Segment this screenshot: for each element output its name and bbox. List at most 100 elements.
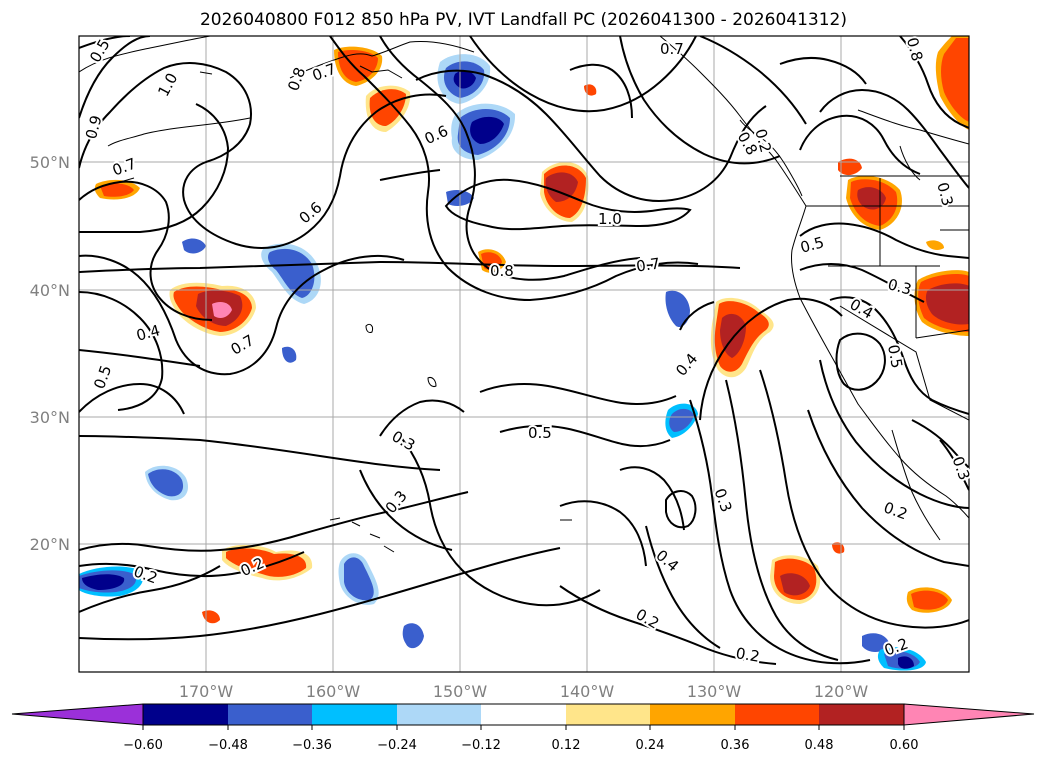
contour-line xyxy=(444,178,692,231)
colorbar-segment xyxy=(312,704,397,725)
contour-line xyxy=(479,383,677,405)
contour-line xyxy=(79,382,185,415)
contour-line xyxy=(79,551,305,578)
pv-patch xyxy=(82,574,125,590)
contour-line xyxy=(665,490,697,529)
pv-patch xyxy=(470,116,504,144)
contour-line xyxy=(379,169,441,181)
contour-line xyxy=(819,359,969,509)
colorbar-tick-label: 0.12 xyxy=(552,738,581,753)
lon-label-170w: 170°W xyxy=(179,682,234,701)
contour-line xyxy=(79,260,741,273)
pv-patch xyxy=(369,89,406,126)
contour-line xyxy=(799,222,969,259)
contour-line xyxy=(79,291,164,411)
contour-line xyxy=(819,88,969,189)
contour-line xyxy=(899,36,969,129)
pv-patch xyxy=(925,283,969,325)
contour-line xyxy=(499,424,671,448)
pv-patch xyxy=(338,50,378,82)
contour-label: 1.0 xyxy=(598,210,622,228)
map-content xyxy=(79,36,969,672)
contour-line xyxy=(689,399,871,665)
contour-line xyxy=(379,399,465,437)
contour-line xyxy=(835,332,886,391)
contour-line xyxy=(79,435,441,471)
contour-line xyxy=(79,349,201,367)
contour-line xyxy=(79,565,221,613)
colorbar-segment xyxy=(819,704,904,725)
contour-line xyxy=(699,297,843,421)
coastlines xyxy=(79,36,969,553)
contour-line xyxy=(779,56,867,85)
contour-label: 0.8 xyxy=(490,262,514,280)
colorbar-extend-left xyxy=(11,703,144,726)
pv-patch xyxy=(282,346,297,363)
map-frame xyxy=(78,35,970,673)
contour-line xyxy=(699,36,807,125)
colorbar-tick-label: 0.36 xyxy=(721,738,750,753)
contour-line xyxy=(379,36,641,281)
contour-line xyxy=(469,36,697,113)
colorbar-tick-label: 0.60 xyxy=(890,738,919,753)
contour-line xyxy=(829,296,969,415)
contour-label: 0.5 xyxy=(528,424,552,442)
pv-patch xyxy=(148,469,184,497)
pv-patch xyxy=(898,656,914,669)
contour-line xyxy=(759,369,969,629)
contour-line xyxy=(911,419,969,469)
colorbar-tick-label: −0.48 xyxy=(208,738,248,753)
colorbar: −0.60 −0.48 −0.36 −0.24 −0.12 0.12 0.24 … xyxy=(11,703,1035,753)
contour-line xyxy=(415,69,767,202)
pv-patch xyxy=(941,38,969,122)
contour-line xyxy=(79,62,447,249)
colorbar-tick-label: −0.60 xyxy=(123,738,163,753)
colorbar-tick-label: −0.12 xyxy=(461,738,501,753)
lon-label-150w: 150°W xyxy=(433,682,488,701)
lon-label-130w: 130°W xyxy=(687,682,742,701)
contour-line xyxy=(559,500,647,567)
contour-line xyxy=(619,36,781,165)
pv-patch xyxy=(545,172,578,202)
contour-line xyxy=(329,36,699,302)
pv-patch xyxy=(402,623,424,649)
pv-patch xyxy=(212,302,232,318)
colorbar-extend-right xyxy=(903,703,1035,726)
pv-patch xyxy=(780,573,810,596)
lon-label-120w: 120°W xyxy=(814,682,869,701)
contour-line xyxy=(725,379,839,661)
lon-label-160w: 160°W xyxy=(306,682,361,701)
pv-patch xyxy=(838,158,862,176)
colorbar-segment xyxy=(650,704,735,725)
colorbar-segment xyxy=(228,704,312,725)
lat-label-50n: 50°N xyxy=(30,153,70,172)
contour-line xyxy=(619,466,685,531)
contour-label: 0.3 xyxy=(933,180,957,208)
pv-patch xyxy=(911,590,948,610)
colorbar-tick-label: −0.36 xyxy=(292,738,332,753)
contour-line xyxy=(559,585,777,665)
contour-line xyxy=(799,263,925,303)
pv-patch xyxy=(226,548,307,577)
longitude-labels: 170°W 160°W 150°W 140°W 130°W 120°W xyxy=(179,682,869,701)
contour-line xyxy=(359,469,453,551)
contour-line xyxy=(679,301,715,331)
lon-label-140w: 140°W xyxy=(560,682,615,701)
contour-line xyxy=(79,547,561,641)
colorbar-segment xyxy=(735,704,819,725)
pv-patch xyxy=(926,240,944,250)
colorbar-ticks xyxy=(142,725,905,730)
pv-patch xyxy=(669,408,694,432)
colorbar-tick-label: 0.48 xyxy=(805,738,834,753)
contour-label: 0.7 xyxy=(635,254,661,275)
colorbar-segment xyxy=(397,704,481,725)
contour-line xyxy=(399,435,601,607)
pv-patch xyxy=(100,183,134,197)
contour-line xyxy=(939,439,969,491)
pv-patch xyxy=(453,70,476,89)
contour-line xyxy=(645,525,721,649)
pv-patch xyxy=(862,633,890,652)
map-title: 2026040800 F012 850 hPa PV, IVT Landfall… xyxy=(199,10,847,30)
latitude-labels: 50°N 40°N 30°N 20°N xyxy=(30,153,70,554)
pv-patch xyxy=(665,290,690,328)
